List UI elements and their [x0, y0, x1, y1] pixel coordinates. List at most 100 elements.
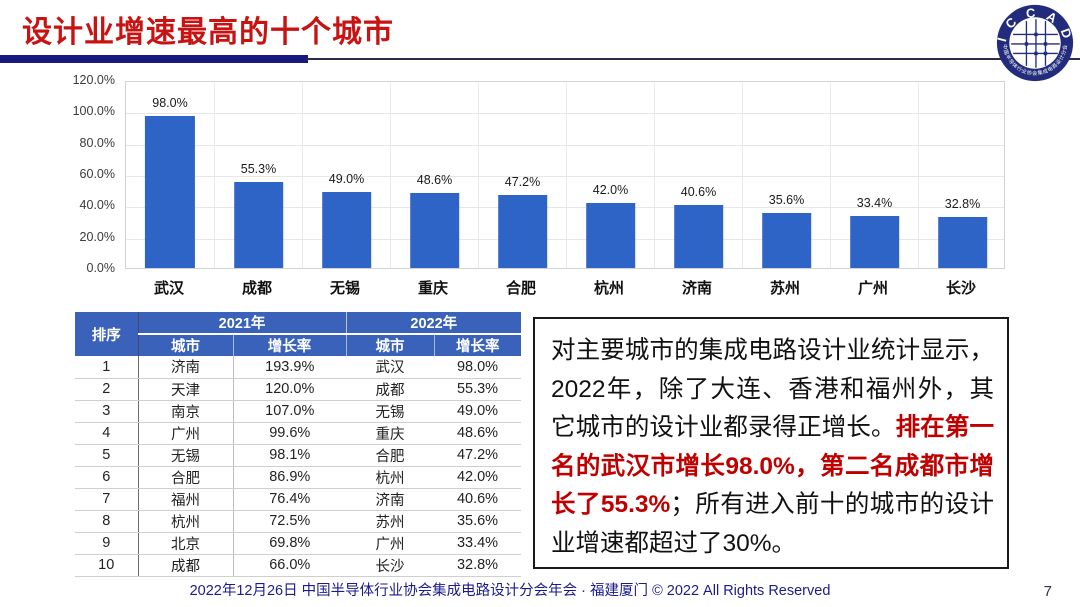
x-category-label: 合肥	[505, 280, 536, 297]
bar-value-label: 35.6%	[768, 192, 805, 207]
bar-value-label: 55.3%	[240, 162, 277, 177]
bar-value-label: 98.0%	[152, 96, 188, 111]
chart-band: 48.6%	[390, 82, 478, 268]
chart-bar	[321, 192, 372, 268]
gridline	[126, 207, 1004, 209]
chart-band: 33.4%	[830, 82, 918, 268]
rank-cell: 10	[75, 554, 139, 577]
x-category-label: 长沙	[945, 280, 976, 297]
y-tick-label: 0.0%	[86, 261, 116, 275]
x-category-label: 成都	[241, 280, 272, 297]
x-category-label: 济南	[681, 280, 712, 297]
page-number: 7	[1043, 583, 1052, 600]
bar-value-label: 49.0%	[328, 172, 365, 187]
rank-cell: 8	[75, 510, 139, 533]
city-2021-cell: 杭州	[138, 510, 234, 533]
growth-2022-header: 增长率	[434, 334, 522, 356]
city-2022-cell: 济南	[346, 488, 435, 511]
title-underline-bar	[0, 55, 308, 63]
gridline	[126, 144, 1004, 146]
growth-table: 排序 2021年 2022年 城市 增长率 城市 增长率 1 济南 193.9% 武汉…	[75, 312, 522, 577]
chart-band: 49.0%	[302, 82, 390, 268]
footer-text: 2022年12月26日 中国半导体行业协会集成电路设计分会年会 · 福建厦门 ©…	[189, 583, 831, 599]
summary-note: 对主要城市的集成电路设计业统计显示，2022年，除了大连、香港和福州外，其它城市…	[533, 317, 1009, 569]
city-2021-header: 城市	[138, 334, 234, 356]
chart-bar	[761, 212, 812, 268]
growth-2022-cell: 55.3%	[434, 378, 522, 401]
city-2021-cell: 济南	[138, 356, 234, 379]
table-row: 5 无锡 98.1% 合肥 47.2%	[75, 444, 522, 467]
growth-2021-cell: 76.4%	[233, 488, 347, 511]
gridline	[126, 113, 1004, 115]
note-text-black-1: 对主要城市的集成电路设计业统计显示，2022年，除了大连、香港和福州外，其它城市…	[551, 337, 994, 441]
rank-cell: 4	[75, 422, 139, 445]
bar-value-label: 33.4%	[856, 196, 893, 211]
city-2021-cell: 北京	[138, 532, 234, 555]
growth-2021-cell: 120.0%	[233, 378, 347, 401]
city-2022-header: 城市	[346, 334, 435, 356]
table-row: 2 天津 120.0% 成都 55.3%	[75, 378, 522, 401]
city-2022-cell: 重庆	[346, 422, 435, 445]
city-2021-cell: 合肥	[138, 466, 234, 489]
bar-value-label: 42.0%	[592, 182, 629, 197]
table-row: 7 福州 76.4% 济南 40.6%	[75, 488, 522, 511]
bar-value-label: 48.6%	[416, 172, 453, 187]
rank-cell: 7	[75, 488, 139, 511]
city-2022-cell: 苏州	[346, 510, 435, 533]
chart-band: 55.3%	[214, 82, 302, 268]
chart-band: 98.0%	[126, 82, 214, 268]
city-2022-cell: 无锡	[346, 400, 435, 423]
table-row: 6 合肥 86.9% 杭州 42.0%	[75, 466, 522, 489]
chart-bar	[937, 217, 988, 268]
x-category-label: 无锡	[329, 280, 360, 297]
city-2022-cell: 武汉	[346, 356, 435, 379]
city-2022-cell: 长沙	[346, 554, 435, 577]
page-title: 设计业增速最高的十个城市	[22, 16, 394, 49]
plot-area: 98.0% 55.3% 49.0% 48.6% 47.2% 42.0% 40.6% 35.6%…	[125, 81, 1005, 269]
city-2022-cell: 杭州	[346, 466, 435, 489]
growth-2022-cell: 49.0%	[434, 400, 522, 423]
table-row: 8 杭州 72.5% 苏州 35.6%	[75, 510, 522, 533]
chart-bar	[673, 205, 724, 268]
growth-2021-cell: 99.6%	[233, 422, 347, 445]
y-tick-label: 100.0%	[72, 104, 115, 119]
bar-value-label: 40.6%	[680, 185, 717, 200]
chart-bar	[497, 194, 548, 268]
growth-2021-cell: 107.0%	[233, 400, 347, 423]
growth-table-head: 排序 2021年 2022年 城市 增长率 城市 增长率	[75, 312, 522, 356]
chart-bar	[585, 202, 636, 268]
city-2021-cell: 福州	[138, 488, 234, 511]
y-tick-label: 60.0%	[79, 167, 115, 181]
growth-2022-cell: 42.0%	[434, 466, 522, 489]
growth-2022-cell: 48.6%	[434, 422, 522, 445]
city-2021-cell: 广州	[138, 422, 234, 445]
title-underline-line	[306, 58, 1080, 60]
rank-cell: 9	[75, 532, 139, 555]
table-row: 1 济南 193.9% 武汉 98.0%	[75, 356, 522, 379]
y-tick-label: 80.0%	[79, 135, 115, 150]
city-2022-cell: 广州	[346, 532, 435, 555]
growth-2022-cell: 40.6%	[434, 488, 522, 511]
city-2021-cell: 天津	[138, 378, 234, 401]
growth-2021-cell: 86.9%	[233, 466, 347, 489]
growth-2022-cell: 98.0%	[434, 356, 522, 379]
bar-value-label: 32.8%	[944, 197, 981, 212]
city-2022-cell: 成都	[346, 378, 435, 401]
x-category-label: 杭州	[593, 280, 624, 297]
city-2021-cell: 南京	[138, 400, 234, 423]
chart-band: 42.0%	[566, 82, 654, 268]
growth-2022-cell: 33.4%	[434, 532, 522, 555]
y-tick-label: 120.0%	[72, 73, 115, 87]
x-category-label: 广州	[857, 280, 888, 297]
chart-band: 47.2%	[478, 82, 566, 268]
x-category-label: 苏州	[769, 280, 800, 297]
growth-2021-cell: 72.5%	[233, 510, 347, 533]
growth-2021-cell: 193.9%	[233, 356, 347, 379]
growth-2021-cell: 69.8%	[233, 532, 347, 555]
x-category-label: 武汉	[153, 280, 184, 297]
chart-bar	[849, 216, 900, 268]
chart-bar	[144, 116, 196, 268]
note-text-black-2: ；所有进入前十的城市的设计业增速都超过了30%。	[551, 491, 995, 557]
table-row: 4 广州 99.6% 重庆 48.6%	[75, 422, 522, 445]
growth-table-body: 1 济南 193.9% 武汉 98.0% 2 天津 120.0% 成都 55.3% 3 南京 107.0…	[75, 356, 522, 577]
